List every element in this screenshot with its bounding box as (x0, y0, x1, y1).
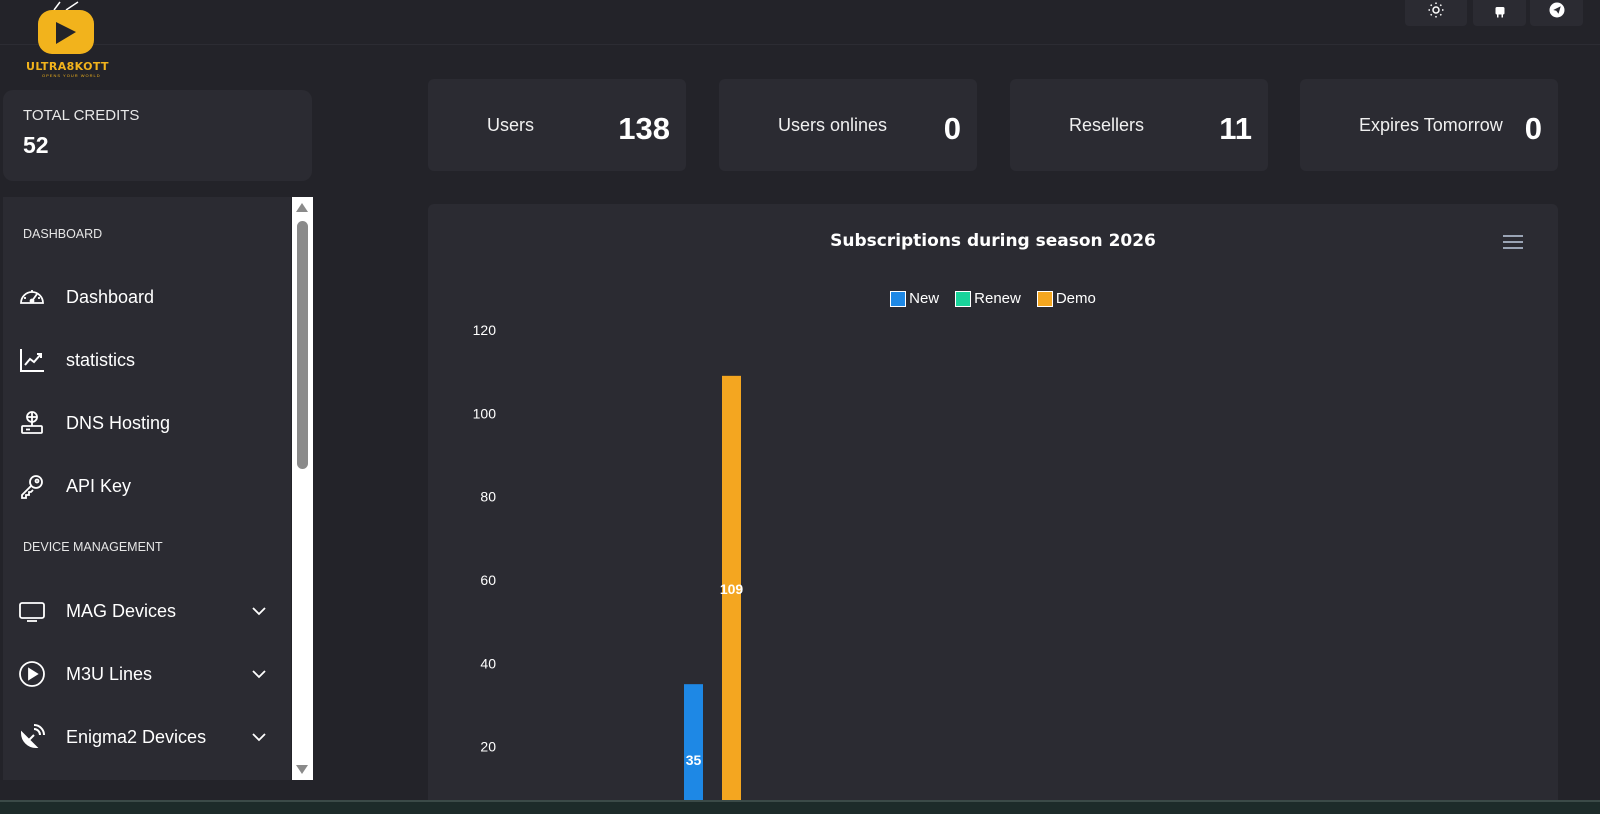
legend-swatch (890, 290, 907, 307)
theme-toggle-button[interactable] (1405, 0, 1467, 26)
satellite-dish-icon (17, 722, 47, 752)
y-tick-label: 20 (480, 739, 496, 755)
sidebar-scrollbar[interactable] (292, 197, 313, 780)
legend-label: Demo (1055, 290, 1096, 307)
telegram-button[interactable] (1530, 0, 1583, 26)
stat-card-users-online: Users onlines 0 (719, 79, 977, 171)
legend-item-renew[interactable]: Renew (955, 290, 1021, 307)
sidebar-item-api-key[interactable]: API Key (3, 464, 291, 508)
sidebar-item-label: DNS Hosting (66, 412, 171, 433)
stat-card-users: Users 138 (428, 79, 686, 171)
stat-value: 11 (1219, 111, 1252, 146)
chevron-down-icon[interactable] (250, 665, 268, 683)
legend-label: Renew (974, 290, 1021, 307)
stat-value: 0 (943, 111, 961, 146)
data-label-new: 35 (686, 752, 702, 768)
tv-logo-icon (38, 1, 94, 54)
sidebar-item-label: MAG Devices (66, 600, 177, 621)
sidebar-item-label: M3U Lines (66, 663, 153, 684)
sidebar-item-label: Dashboard (66, 286, 155, 307)
sidebar-section-device-management: DEVICE MANAGEMENT (23, 540, 163, 554)
sidebar-item-statistics[interactable]: statistics (3, 338, 291, 382)
stat-card-resellers: Resellers 11 (1010, 79, 1268, 171)
sidebar-item-label: Enigma2 Devices (66, 726, 207, 747)
scroll-up-arrow-icon[interactable] (296, 203, 308, 212)
stat-label: Users onlines (778, 115, 888, 135)
total-credits-value: 52 (23, 132, 49, 158)
chart-line-icon (17, 345, 47, 375)
logo-tagline: OPENS YOUR WORLD (42, 73, 101, 78)
legend-item-demo[interactable]: Demo (1036, 290, 1096, 307)
total-credits-card: TOTAL CREDITS 52 (3, 90, 312, 181)
stat-value: 138 (618, 111, 670, 146)
bar-new[interactable] (684, 684, 703, 814)
chart-legend: New Renew Demo (428, 290, 1558, 307)
hamburger-menu-icon[interactable] (1502, 234, 1524, 250)
legend-label: New (909, 290, 940, 307)
legend-swatch (955, 290, 972, 307)
key-icon (17, 471, 47, 501)
stat-label: Resellers (1069, 115, 1145, 135)
stat-card-expires-tomorrow: Expires Tomorrow 0 (1300, 79, 1558, 171)
stat-value: 0 (1524, 111, 1542, 146)
logo-text: ULTRA8KOTT (26, 60, 109, 73)
stat-label: Users (487, 115, 535, 135)
sidebar-item-enigma2-devices[interactable]: Enigma2 Devices (3, 715, 291, 759)
legend-item-new[interactable]: New (890, 290, 939, 307)
y-tick-label: 60 (480, 572, 496, 588)
speedometer-icon (17, 282, 47, 312)
y-tick-label: 120 (473, 322, 497, 338)
sidebar-item-dns-hosting[interactable]: DNS Hosting (3, 401, 291, 445)
scroll-down-arrow-icon[interactable] (296, 765, 308, 774)
sidebar-section-dashboard: DASHBOARD (23, 227, 103, 241)
sidebar-item-label: statistics (66, 349, 136, 370)
sidebar-item-mag-devices[interactable]: MAG Devices (3, 589, 291, 633)
data-label-demo: 109 (720, 581, 744, 597)
sidebar-item-m3u-lines[interactable]: M3U Lines (3, 652, 291, 696)
sidebar-item-dashboard[interactable]: Dashboard (3, 275, 291, 319)
sidebar: DASHBOARD Dashboard statistics DNS Hosti… (3, 197, 291, 780)
brand-logo[interactable]: ULTRA8KOTT OPENS YOUR WORLD (12, 0, 109, 80)
monitor-icon (17, 596, 47, 626)
play-circle-icon (17, 659, 47, 689)
telegram-icon (1549, 2, 1564, 18)
os-taskbar (0, 800, 1600, 814)
total-credits-label: TOTAL CREDITS (23, 107, 140, 124)
y-tick-label: 80 (480, 489, 496, 505)
android-icon (1495, 7, 1504, 18)
subscriptions-chart: 120 100 80 60 40 20 35 109 (473, 322, 744, 814)
chevron-down-icon[interactable] (250, 728, 268, 746)
y-tick-label: 100 (473, 405, 497, 421)
legend-swatch (1036, 290, 1053, 307)
chart-title: Subscriptions during season 2026 (830, 231, 1156, 251)
chevron-down-icon[interactable] (250, 602, 268, 620)
scrollbar-thumb[interactable] (297, 221, 308, 469)
sidebar-item-label: API Key (66, 475, 132, 496)
y-tick-label: 40 (480, 655, 496, 671)
subscriptions-chart-card: 120 100 80 60 40 20 35 109 Subscriptions during… (428, 204, 1558, 814)
bar-demo[interactable] (722, 375, 741, 814)
top-bar (0, 0, 1600, 45)
sun-icon (1428, 2, 1444, 18)
dns-server-icon (17, 408, 47, 438)
android-app-button[interactable] (1473, 0, 1526, 26)
stat-label: Expires Tomorrow (1359, 115, 1503, 135)
